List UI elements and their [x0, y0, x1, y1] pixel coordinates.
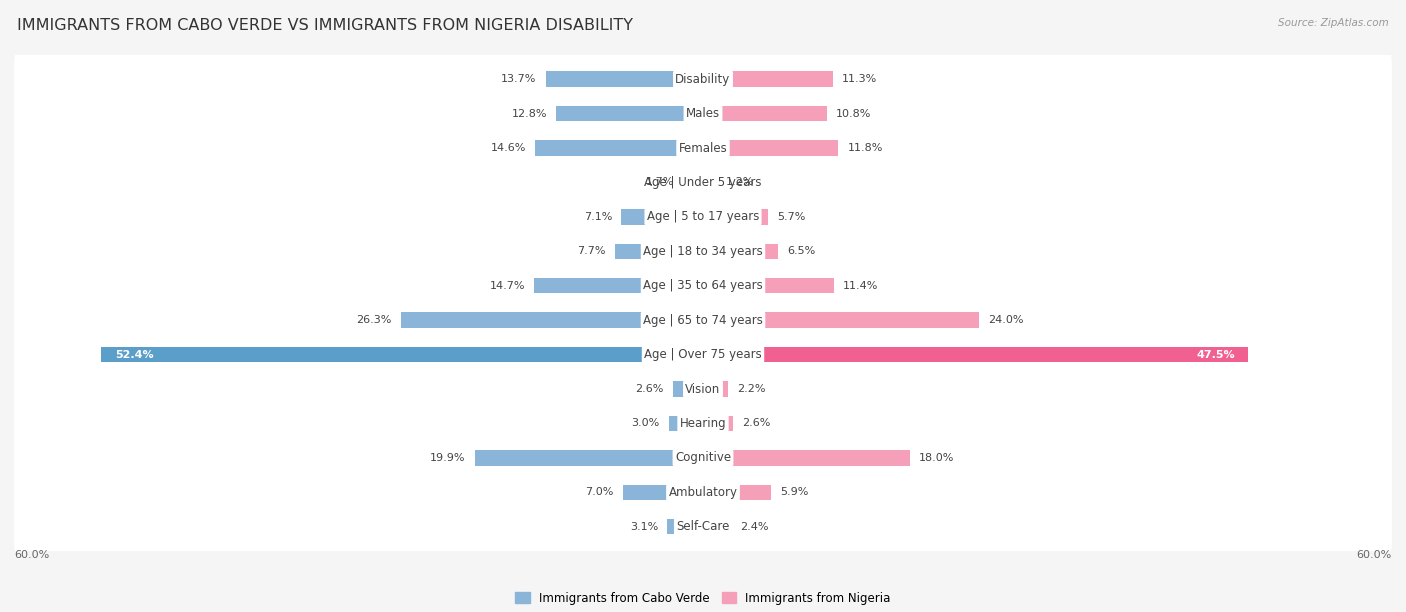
Text: Age | 65 to 74 years: Age | 65 to 74 years — [643, 314, 763, 327]
Text: 5.9%: 5.9% — [780, 487, 808, 498]
Text: 11.4%: 11.4% — [844, 281, 879, 291]
Bar — [703, 209, 769, 225]
Text: 11.3%: 11.3% — [842, 74, 877, 84]
Bar — [703, 312, 979, 328]
Text: 13.7%: 13.7% — [501, 74, 537, 84]
FancyBboxPatch shape — [14, 289, 1392, 351]
Bar — [703, 106, 827, 121]
Text: Females: Females — [679, 141, 727, 154]
Bar — [474, 450, 703, 466]
Bar — [703, 450, 910, 466]
Text: 1.7%: 1.7% — [645, 177, 675, 187]
Bar — [703, 381, 728, 397]
FancyBboxPatch shape — [14, 392, 1392, 455]
Bar — [703, 174, 717, 190]
Text: 26.3%: 26.3% — [357, 315, 392, 325]
Text: 7.7%: 7.7% — [576, 246, 606, 256]
Bar — [101, 347, 703, 362]
Text: 52.4%: 52.4% — [115, 349, 153, 360]
Text: Ambulatory: Ambulatory — [668, 486, 738, 499]
Text: 10.8%: 10.8% — [837, 108, 872, 119]
Bar — [703, 140, 838, 156]
FancyBboxPatch shape — [14, 323, 1392, 386]
Text: Age | 5 to 17 years: Age | 5 to 17 years — [647, 211, 759, 223]
Bar — [703, 519, 731, 534]
Bar — [534, 278, 703, 294]
Text: 12.8%: 12.8% — [512, 108, 547, 119]
Text: 24.0%: 24.0% — [988, 315, 1024, 325]
FancyBboxPatch shape — [14, 48, 1392, 111]
Bar — [614, 244, 703, 259]
FancyBboxPatch shape — [14, 255, 1392, 317]
Bar — [621, 209, 703, 225]
FancyBboxPatch shape — [14, 357, 1392, 420]
FancyBboxPatch shape — [14, 185, 1392, 248]
Text: 47.5%: 47.5% — [1197, 349, 1234, 360]
Text: Age | 35 to 64 years: Age | 35 to 64 years — [643, 279, 763, 292]
Legend: Immigrants from Cabo Verde, Immigrants from Nigeria: Immigrants from Cabo Verde, Immigrants f… — [510, 587, 896, 610]
Text: 60.0%: 60.0% — [1357, 550, 1392, 560]
Text: 14.7%: 14.7% — [489, 281, 524, 291]
FancyBboxPatch shape — [14, 151, 1392, 214]
Bar — [703, 72, 832, 87]
Text: Disability: Disability — [675, 73, 731, 86]
Text: 5.7%: 5.7% — [778, 212, 806, 222]
Text: 3.0%: 3.0% — [631, 419, 659, 428]
Text: Males: Males — [686, 107, 720, 120]
Bar — [669, 416, 703, 431]
Bar — [668, 519, 703, 534]
Bar — [673, 381, 703, 397]
Bar — [546, 72, 703, 87]
Text: Hearing: Hearing — [679, 417, 727, 430]
Text: 18.0%: 18.0% — [920, 453, 955, 463]
Text: IMMIGRANTS FROM CABO VERDE VS IMMIGRANTS FROM NIGERIA DISABILITY: IMMIGRANTS FROM CABO VERDE VS IMMIGRANTS… — [17, 18, 633, 34]
Bar — [555, 106, 703, 121]
Text: 1.2%: 1.2% — [725, 177, 755, 187]
FancyBboxPatch shape — [14, 427, 1392, 489]
Bar — [623, 485, 703, 500]
FancyBboxPatch shape — [14, 82, 1392, 145]
Text: 3.1%: 3.1% — [630, 521, 658, 532]
FancyBboxPatch shape — [14, 495, 1392, 558]
Bar — [703, 278, 834, 294]
FancyBboxPatch shape — [14, 461, 1392, 524]
Text: 2.2%: 2.2% — [738, 384, 766, 394]
Text: Cognitive: Cognitive — [675, 452, 731, 465]
Text: 7.0%: 7.0% — [585, 487, 613, 498]
Text: 2.4%: 2.4% — [740, 521, 768, 532]
Text: 2.6%: 2.6% — [742, 419, 770, 428]
Text: 2.6%: 2.6% — [636, 384, 664, 394]
Bar — [536, 140, 703, 156]
Bar — [703, 347, 1249, 362]
Bar — [703, 244, 778, 259]
Text: 14.6%: 14.6% — [491, 143, 526, 153]
Text: 7.1%: 7.1% — [583, 212, 612, 222]
FancyBboxPatch shape — [14, 220, 1392, 283]
Text: Vision: Vision — [685, 382, 721, 395]
Text: Self-Care: Self-Care — [676, 520, 730, 533]
FancyBboxPatch shape — [14, 117, 1392, 179]
Text: Age | 18 to 34 years: Age | 18 to 34 years — [643, 245, 763, 258]
Text: 60.0%: 60.0% — [14, 550, 49, 560]
Text: 6.5%: 6.5% — [787, 246, 815, 256]
Text: 11.8%: 11.8% — [848, 143, 883, 153]
Text: Source: ZipAtlas.com: Source: ZipAtlas.com — [1278, 18, 1389, 28]
Bar — [683, 174, 703, 190]
Bar — [703, 416, 733, 431]
Text: 19.9%: 19.9% — [430, 453, 465, 463]
Bar — [401, 312, 703, 328]
Text: Age | Under 5 years: Age | Under 5 years — [644, 176, 762, 189]
Text: Age | Over 75 years: Age | Over 75 years — [644, 348, 762, 361]
Bar — [703, 485, 770, 500]
